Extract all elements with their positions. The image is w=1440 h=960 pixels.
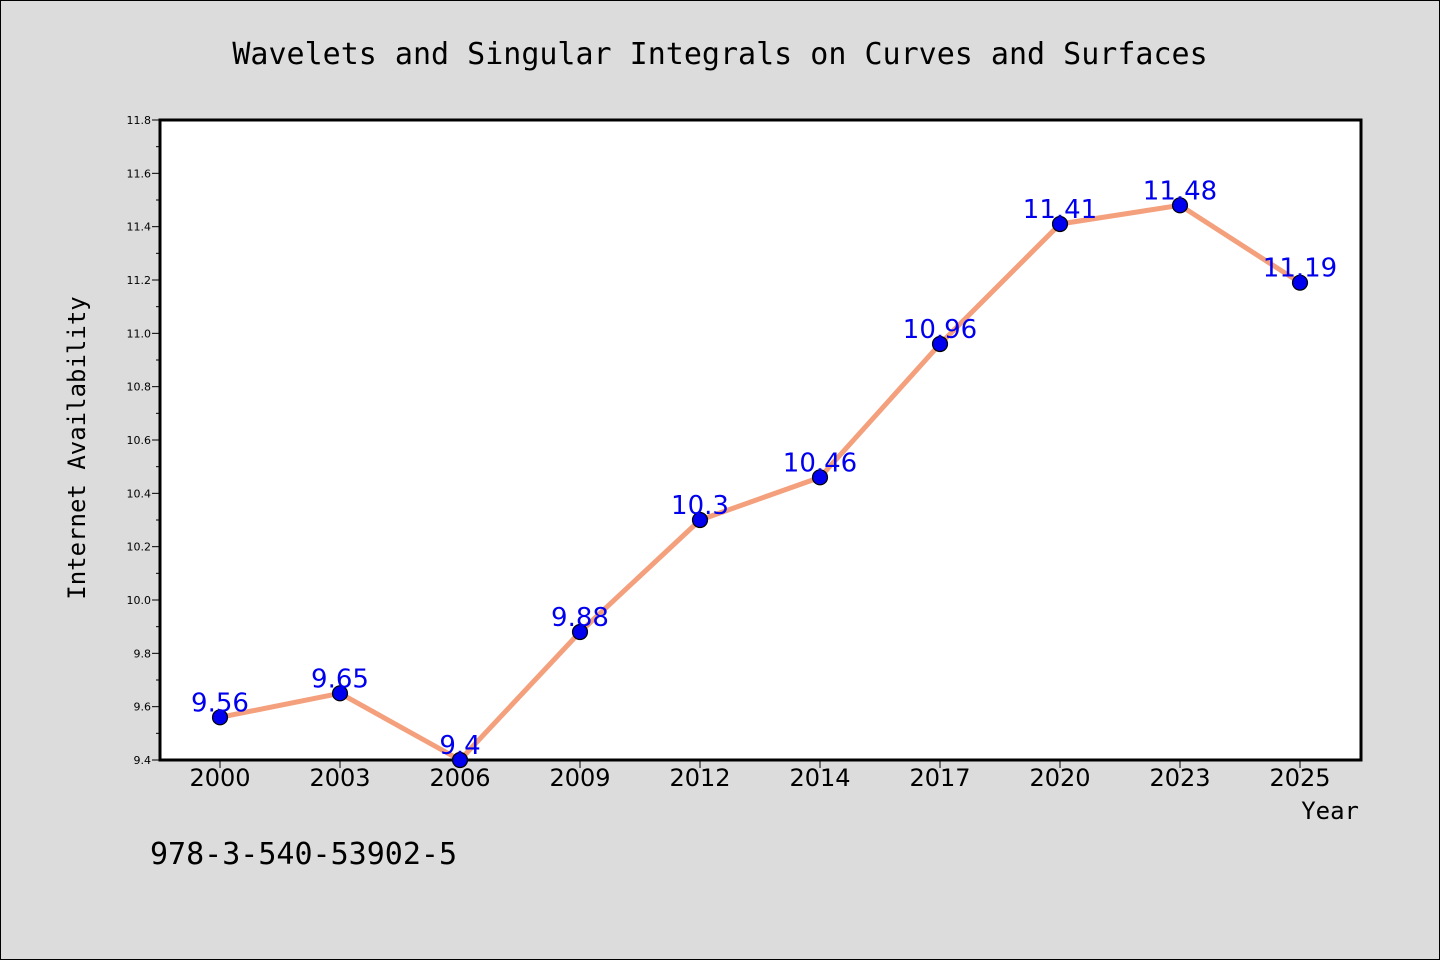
x-tick-label: 2014	[789, 764, 850, 792]
data-point	[931, 335, 949, 353]
data-label: 11.19	[1263, 254, 1337, 284]
data-label: 11.41	[1023, 195, 1097, 225]
series-line	[219, 202, 1302, 763]
data-point	[1171, 197, 1189, 214]
x-tick-label: 2012	[669, 764, 730, 792]
data-label: 9.65	[311, 664, 369, 694]
y-axis-label: Internet Availability	[63, 296, 91, 599]
y-tick-label: 10.8	[127, 381, 152, 394]
y-tick-label: 10.0	[127, 594, 152, 607]
y-tick-label: 11.6	[127, 167, 152, 180]
x-tick-label: 2025	[1269, 764, 1330, 792]
y-tick-label: 11.8	[127, 114, 152, 127]
x-tick-label: 2009	[549, 764, 610, 792]
data-label: 9.88	[551, 603, 609, 633]
data-label: 9.56	[191, 688, 249, 718]
data-point	[1291, 274, 1309, 291]
data-point	[811, 469, 829, 486]
data-point	[331, 685, 349, 702]
x-axis: 2000 2003 2006 2009 2012 2014 2017 2020 2023 2025	[189, 760, 1331, 792]
x-tick-label: 2003	[309, 764, 370, 792]
data-point	[571, 623, 589, 641]
x-tick-label: 2000	[189, 764, 250, 792]
data-label: 10.46	[783, 448, 857, 478]
y-tick-label: 10.2	[127, 541, 152, 554]
data-label: 9.4	[439, 731, 480, 761]
x-tick-label: 2020	[1029, 764, 1090, 792]
x-tick-label: 2023	[1149, 764, 1210, 792]
data-point	[1051, 215, 1069, 233]
data-label: 11.48	[1143, 176, 1217, 206]
y-axis: 9.4 9.6 9.8 10.0 10.2 10.4 10.6 10.8 11.0 11.2 11.…	[127, 114, 160, 767]
y-tick-label: 11.4	[127, 221, 152, 234]
series-layer: 9.56 9.65 9.4 9.88 10.3 10.46 10.96 11.41 11.48 1…	[191, 176, 1337, 769]
x-tick-label: 2017	[909, 764, 970, 792]
data-label: 10.96	[903, 315, 977, 345]
y-tick-label: 11.2	[127, 274, 152, 287]
y-tick-label: 9.6	[134, 701, 152, 714]
data-point	[211, 709, 229, 726]
plot-area	[158, 118, 1363, 762]
y-tick-label: 9.8	[134, 647, 152, 660]
data-point	[691, 511, 709, 529]
data-point	[451, 751, 469, 769]
chart-title: Wavelets and Singular Integrals on Curve…	[232, 37, 1207, 72]
x-axis-label: Year	[1301, 797, 1359, 825]
y-tick-label: 10.4	[127, 487, 152, 500]
y-tick-label: 9.4	[134, 754, 152, 767]
y-tick-label: 10.6	[127, 434, 152, 447]
isbn-footnote: 978-3-540-53902-5	[150, 837, 457, 872]
y-tick-label: 11.0	[127, 327, 152, 340]
data-label: 10.3	[671, 491, 729, 521]
x-tick-label: 2006	[429, 764, 490, 792]
